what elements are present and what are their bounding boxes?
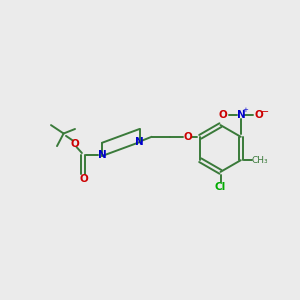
Text: N: N bbox=[98, 150, 106, 161]
Text: −: − bbox=[261, 107, 269, 117]
Text: O: O bbox=[219, 110, 228, 120]
Text: +: + bbox=[242, 107, 248, 113]
Text: Cl: Cl bbox=[215, 182, 226, 193]
Text: O: O bbox=[255, 110, 264, 120]
Text: N: N bbox=[237, 110, 246, 120]
Text: CH₃: CH₃ bbox=[251, 156, 268, 165]
Text: O: O bbox=[79, 174, 88, 184]
Text: O: O bbox=[70, 139, 80, 149]
Text: N: N bbox=[135, 136, 144, 147]
Text: O: O bbox=[183, 132, 192, 142]
